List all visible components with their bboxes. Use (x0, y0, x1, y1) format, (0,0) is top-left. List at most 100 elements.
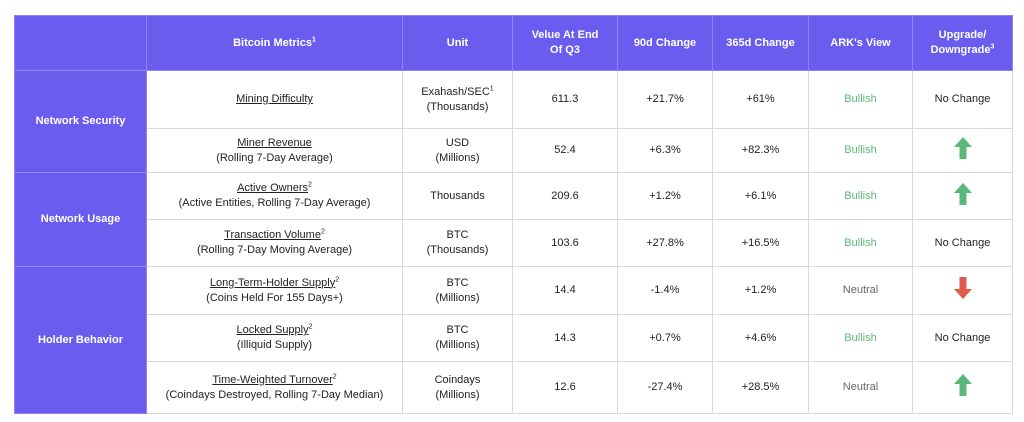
upgrade-cell: No Change (912, 70, 1013, 129)
unit-detail: (Thousands) (426, 100, 489, 113)
upgrade-cell: No Change (912, 314, 1013, 362)
footnote: 3 (990, 43, 995, 51)
footnote: 2 (335, 275, 340, 283)
unit-cell: Thousands (402, 172, 513, 220)
metric-name: Mining Difficulty (236, 93, 313, 105)
unit-cell: Coindays (Millions) (402, 361, 513, 414)
metric-detail: (Coindays Destroyed, Rolling 7-Day Media… (165, 388, 384, 401)
metric-name: Miner Revenue (237, 136, 312, 149)
header-text: Bitcoin Metrics (233, 36, 312, 49)
view-cell: Bullish (808, 172, 913, 220)
metric-detail: (Illiquid Supply) (236, 339, 313, 351)
arrow-up-icon (953, 374, 972, 396)
header-text: Upgrade/ Downgrade (930, 29, 991, 56)
header-cell: Bitcoin Metrics1 (146, 15, 403, 71)
change-365d-cell: +28.5% (712, 361, 809, 414)
view-cell: Bullish (808, 219, 913, 267)
header-cell: Upgrade/ Downgrade3 (912, 15, 1013, 71)
upgrade-text: No Change (934, 331, 991, 344)
unit: Coindays (434, 373, 481, 386)
table-row: Time-Weighted Turnover2 (Coindays Destroy… (15, 361, 1013, 414)
footnote: 2 (320, 228, 325, 236)
upgrade-cell (912, 361, 1013, 414)
group-cell: Network Security (14, 70, 147, 173)
value-cell: 103.6 (512, 219, 618, 267)
value-cell: 611.3 (512, 70, 618, 129)
group-cell: Holder Behavior (14, 266, 147, 414)
footnote: 2 (332, 372, 337, 380)
view-cell: Neutral (808, 266, 913, 315)
value-cell: 14.4 (512, 266, 618, 315)
metric-cell: Active Owners2 (Active Entities, Rolling … (146, 172, 403, 220)
header-cell (14, 15, 147, 71)
metric-name: Time-Weighted Turnover (212, 373, 333, 386)
change-365d-cell: +82.3% (712, 128, 809, 173)
metric-detail: (Coins Held For 155 Days+) (206, 291, 343, 304)
footnote: 1 (489, 84, 494, 92)
metrics-table: Bitcoin Metrics1 Unit Velue At End Of Q3… (14, 15, 1013, 414)
metric-cell: Transaction Volume2 (Rolling 7-Day Moving… (146, 219, 403, 267)
change-365d-cell: +6.1% (712, 172, 809, 220)
header-cell: 90d Change (617, 15, 713, 71)
unit-detail: (Millions) (435, 339, 480, 351)
table-row: Holder Behavior Long-Term-Holder Supply2(… (14, 266, 1013, 414)
metric-cell: Mining Difficulty (146, 70, 403, 129)
view-cell: Bullish (808, 128, 913, 173)
header-cell: Velue At End Of Q3 (512, 15, 618, 71)
value-cell: 12.6 (512, 361, 618, 414)
metric-cell: Locked Supply2 (Illiquid Supply) (146, 314, 403, 362)
upgrade-cell: No Change (912, 219, 1013, 267)
unit: BTC (446, 229, 469, 241)
view-cell: Bullish (808, 70, 913, 129)
upgrade-cell (912, 172, 1013, 220)
table-row: Transaction Volume2 (Rolling 7-Day Moving… (15, 219, 1013, 267)
metric-detail: (Rolling 7-Day Average) (216, 151, 333, 164)
footnote: 1 (311, 35, 316, 43)
metric-name: Transaction Volume (224, 229, 321, 241)
metric-cell: Miner Revenue (Rolling 7-Day Average) (146, 128, 403, 173)
arrow-up-icon (953, 182, 972, 205)
table-row: Miner Revenue (Rolling 7-Day Average) USD (… (15, 128, 1013, 173)
change-90d-cell: +1.2% (617, 172, 713, 220)
table-row: Network Security Mining Difficulty Exahash… (14, 70, 1013, 173)
unit: BTC (446, 324, 469, 336)
unit-detail: (Millions) (435, 151, 480, 164)
change-90d-cell: +0.7% (617, 314, 713, 362)
arrow-down-icon (953, 277, 972, 299)
unit-detail: (Millions) (435, 388, 480, 401)
unit-cell: BTC (Thousands) (402, 219, 513, 267)
header-row: Bitcoin Metrics1 Unit Velue At End Of Q3… (14, 15, 1013, 71)
change-365d-cell: +4.6% (712, 314, 809, 362)
upgrade-cell (912, 266, 1013, 315)
footnote: 2 (308, 323, 313, 331)
unit: USD (445, 136, 470, 149)
change-365d-cell: +1.2% (712, 266, 809, 315)
arrow-up-icon (953, 137, 972, 159)
unit-cell: Exahash/SEC1 (Thousands) (402, 70, 513, 129)
metric-detail: (Rolling 7-Day Moving Average) (196, 244, 353, 256)
view-cell: Bullish (808, 314, 913, 362)
metric-cell: Time-Weighted Turnover2 (Coindays Destroy… (146, 361, 403, 414)
unit: Exahash/SEC (421, 85, 490, 98)
upgrade-cell (912, 128, 1013, 173)
unit-cell: BTC (Millions) (402, 314, 513, 362)
view-cell: Neutral (808, 361, 913, 414)
value-cell: 52.4 (512, 128, 618, 173)
change-90d-cell: +21.7% (617, 70, 713, 129)
change-365d-cell: +16.5% (712, 219, 809, 267)
header-cell: 365d Change (712, 15, 809, 71)
metric-name: Locked Supply (236, 324, 309, 336)
unit: BTC (446, 276, 469, 289)
metric-cell: Long-Term-Holder Supply2 (Coins Held For … (146, 266, 403, 315)
change-90d-cell: +27.8% (617, 219, 713, 267)
value-cell: 14.3 (512, 314, 618, 362)
change-90d-cell: -27.4% (617, 361, 713, 414)
change-90d-cell: -1.4% (617, 266, 713, 315)
change-365d-cell: +61% (712, 70, 809, 129)
table-row: Locked Supply2 (Illiquid Supply) BTC (Milli… (15, 314, 1013, 362)
table-row: Network Usage Active Owners2 (Active Entit… (14, 172, 1013, 267)
footnote: 2 (308, 181, 312, 189)
header-cell: Unit (402, 15, 513, 71)
group-cell: Network Usage (14, 172, 147, 267)
